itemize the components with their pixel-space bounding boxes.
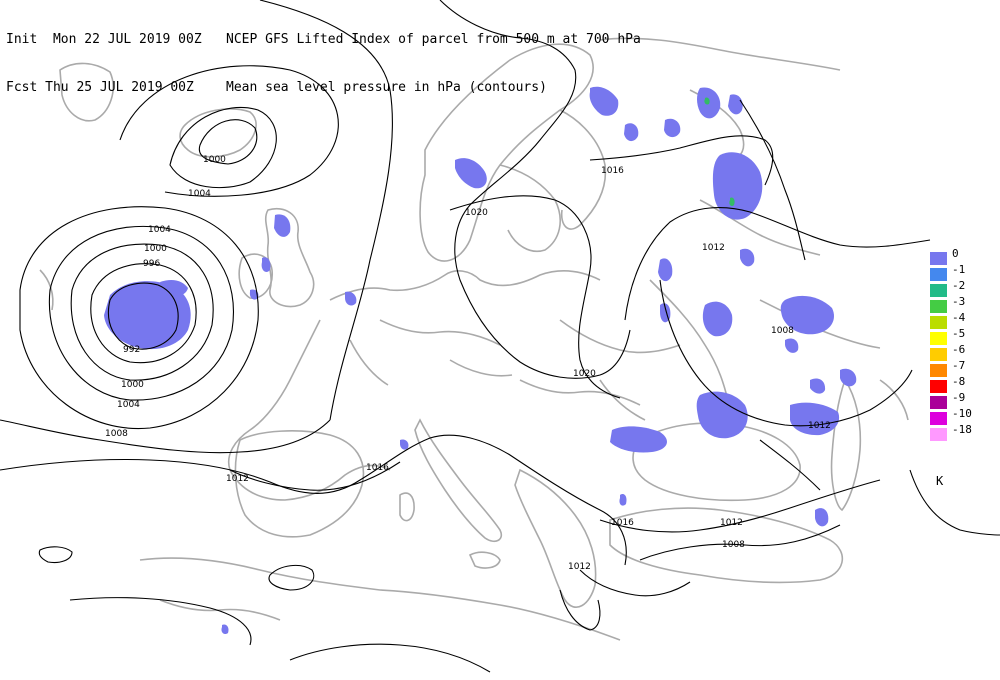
legend-unit: K: [936, 474, 944, 488]
product-title: NCEP GFS Lifted Index of parcel from 500…: [226, 32, 641, 47]
legend-swatch: [930, 348, 947, 361]
isobar-label: 992: [123, 345, 140, 355]
isobar-label: 1012: [568, 562, 591, 572]
legend-swatch: [930, 300, 947, 313]
isobar-label: 1008: [771, 326, 794, 336]
contour-description: Mean sea level pressure in hPa (contours…: [226, 80, 547, 95]
legend-swatch: [930, 396, 947, 409]
legend-label: -5: [952, 327, 966, 340]
lifted-index-strong: [704, 97, 735, 207]
legend-swatch: [930, 268, 947, 281]
isobar-label: 1012: [702, 243, 725, 253]
legend-label: -10: [952, 407, 972, 420]
legend-swatch: [930, 380, 947, 393]
isobar-label: 1016: [611, 518, 634, 528]
map-header: Init Mon 22 JUL 2019 00Z NCEP GFS Lifted …: [6, 0, 641, 112]
legend-label: -3: [952, 295, 966, 308]
isobar-label: 1016: [366, 463, 389, 473]
isobar-label: 1012: [808, 421, 831, 431]
legend-label: -7: [952, 359, 966, 372]
legend-swatch: [930, 364, 947, 377]
init-time: Init Mon 22 JUL 2019 00Z: [6, 32, 202, 47]
legend-label: -9: [952, 391, 966, 404]
legend-swatch: [930, 316, 947, 329]
coastlines: [39, 37, 909, 641]
isobar-label: 1000: [144, 244, 167, 254]
lifted-index-fills: [104, 86, 857, 635]
isobar-label: 1000: [203, 155, 226, 165]
isobar-label: 1008: [105, 429, 128, 439]
isobar-label: 1008: [722, 540, 745, 550]
isobar-label: 1000: [121, 380, 144, 390]
isobar-label: 1004: [117, 400, 140, 410]
legend-label: -4: [952, 311, 966, 324]
legend-label: -8: [952, 375, 966, 388]
legend-swatch: [930, 284, 947, 297]
isobar-labels: 1000 1004 1004 1000 996 992 1000 1004 10…: [105, 155, 831, 572]
legend-swatch: [930, 332, 947, 345]
isobar-label: 1016: [601, 166, 624, 176]
isobar-label: 996: [143, 259, 160, 269]
isobar-label: 1012: [720, 518, 743, 528]
isobar-label: 1012: [226, 474, 249, 484]
legend-label: -6: [952, 343, 966, 356]
legend-swatch: [930, 428, 947, 441]
isobar-label: 1020: [573, 369, 596, 379]
isobar-label: 1004: [148, 225, 171, 235]
legend-label: -2: [952, 279, 966, 292]
legend-label: -1: [952, 263, 966, 276]
legend-swatch: [930, 252, 947, 265]
legend-swatch: [930, 412, 947, 425]
legend-label: -18: [952, 423, 972, 436]
isobar-label: 1020: [465, 208, 488, 218]
legend-label: 0: [952, 247, 959, 260]
forecast-time: Fcst Thu 25 JUL 2019 00Z: [6, 80, 194, 95]
isobar-label: 1004: [188, 189, 211, 199]
